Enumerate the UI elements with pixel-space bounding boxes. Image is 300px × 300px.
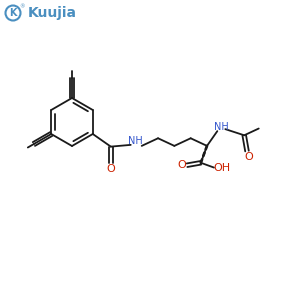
Text: O: O <box>178 160 186 170</box>
Text: ®: ® <box>19 4 24 10</box>
Text: Kuujia: Kuujia <box>28 6 76 20</box>
Text: OH: OH <box>213 163 230 172</box>
Text: O: O <box>106 164 115 174</box>
Text: NH: NH <box>214 122 229 132</box>
Text: NH: NH <box>128 136 143 146</box>
Text: K: K <box>9 8 17 18</box>
Text: O: O <box>244 152 253 162</box>
